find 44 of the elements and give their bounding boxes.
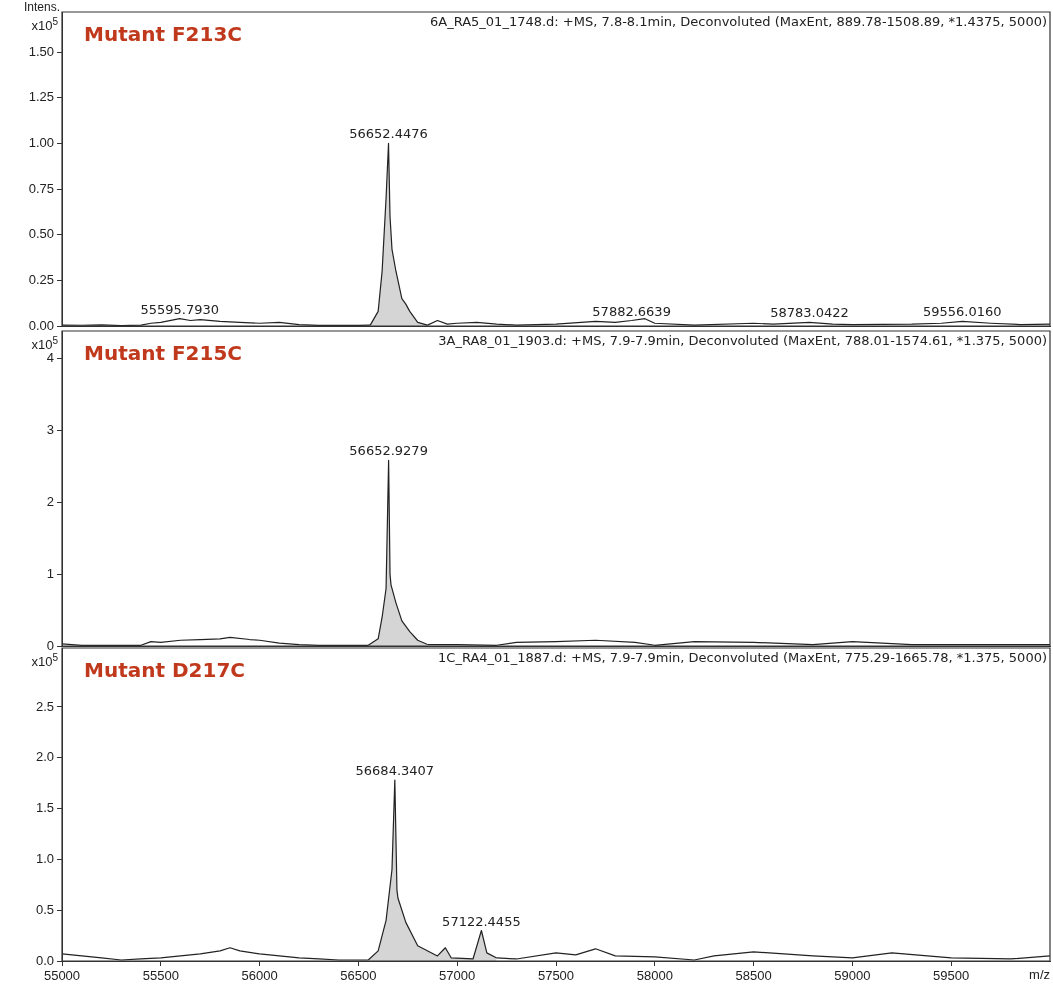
annotation: 57882.6639: [592, 303, 671, 319]
y-tick-label: 0: [46, 637, 54, 653]
x-tick-label: 55000: [43, 968, 81, 984]
chart-subtitle: 1C_RA4_01_1887.d: +MS, 7.9-7.9min, Deconvoluted (MaxEnt, 775.29-1665.78, *1.375, 5000): [438, 650, 1047, 665]
annotation: 56652.4476: [349, 126, 428, 142]
y-tick-label: 1: [46, 565, 54, 581]
y-tick-label: 0.5: [35, 901, 54, 917]
annotation: 59556.0160: [922, 304, 1002, 320]
x-tick-label: 55500: [142, 968, 179, 984]
y-tick-label: 0.75: [28, 180, 54, 196]
text: Mutant F215C: [84, 341, 243, 365]
y-tick-label: 1.5: [35, 800, 54, 816]
annotation: 56652.9279: [349, 443, 428, 459]
y-tick-label: 1.0: [35, 850, 54, 866]
chart-subtitle: 6A_RA5_01_1748.d: +MS, 7.8-8.1min, Deconvoluted (MaxEnt, 889.78-1508.89, *1.4375, 5000): [430, 14, 1047, 29]
y-tick-label: 0.50: [28, 226, 54, 242]
y-tick-label: 2.0: [35, 749, 54, 765]
x-tick-label: 59000: [834, 968, 871, 984]
y-tick-label: 2: [46, 493, 54, 509]
y-tick-label: 4: [46, 349, 54, 365]
y-tick-label: 1.00: [28, 135, 54, 151]
x-tick-label: 57000: [439, 968, 476, 984]
text: Mutant D217C: [84, 658, 245, 682]
x-axis-title: m/z: [1029, 967, 1050, 983]
y-tick-label: 0.25: [28, 271, 54, 287]
x-tick-label: 57500: [537, 968, 575, 984]
text: Intens.: [23, 0, 60, 14]
text: Mutant F213C: [84, 22, 243, 46]
annotation: 57122.4455: [442, 913, 521, 929]
x-tick-label: 58500: [735, 968, 772, 984]
chart-subtitle: 3A_RA8_01_1903.d: +MS, 7.9-7.9min, Deconvoluted (MaxEnt, 788.01-1574.61, *1.375, 5000): [438, 333, 1047, 348]
y-tick-label: 3: [46, 421, 54, 437]
x-tick-label: 58000: [636, 968, 673, 984]
annotation: 56684.3407: [355, 763, 435, 779]
y-tick-label: 0.0: [35, 952, 54, 968]
y-tick-label: 1.25: [28, 89, 54, 105]
y-tick-label: 0.00: [28, 317, 54, 333]
annotation: 58783.0422: [770, 305, 849, 321]
x-tick-label: 56000: [241, 968, 278, 984]
y-tick-label: 1.50: [28, 43, 54, 59]
x-tick-label: 59500: [933, 968, 970, 984]
annotation: 55595.7930: [140, 301, 220, 317]
y-tick-label: 2.5: [35, 698, 54, 714]
x-tick-label: 56500: [340, 968, 377, 984]
